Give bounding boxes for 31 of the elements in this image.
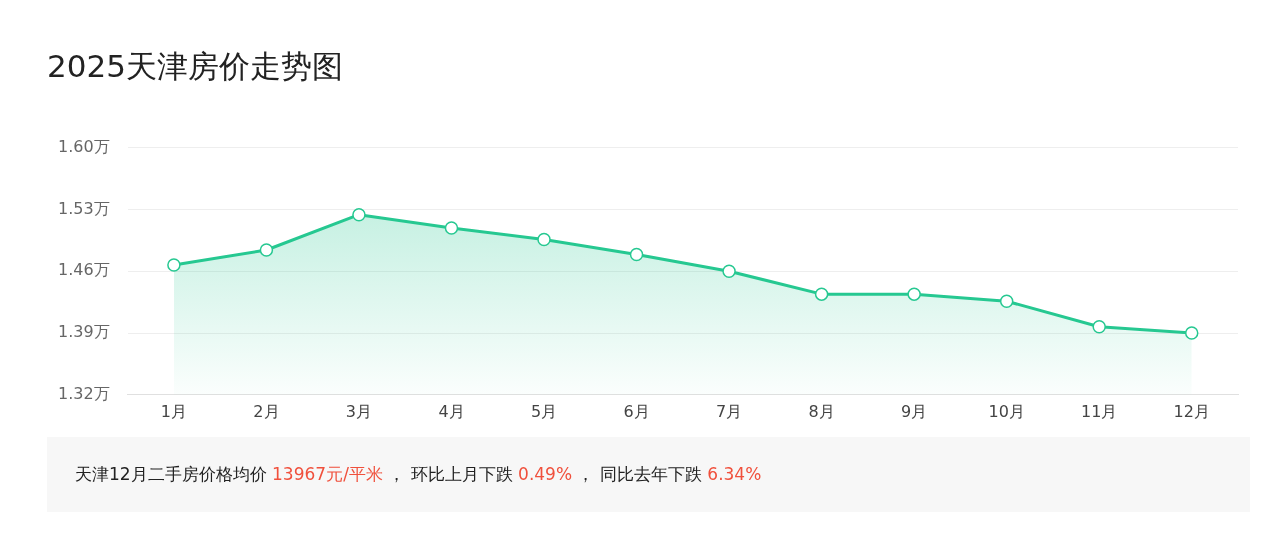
point bbox=[352, 207, 366, 222]
x-tick-label: 6月 bbox=[623, 401, 650, 421]
y-tick-label: 1.39万 bbox=[58, 322, 110, 342]
point bbox=[167, 258, 181, 272]
point bbox=[814, 287, 829, 301]
x-tick-label: 7月 bbox=[715, 401, 743, 421]
text: 天津12月二手房价格均价 13967元/平米 ， 环比上月下跌 0.49% ， 同比去年下跌 6.34% bbox=[75, 463, 763, 486]
x-tick-label: 10月 bbox=[988, 401, 1025, 421]
y-tick-label: 1.32万 bbox=[58, 383, 110, 403]
x-tick-label: 9月 bbox=[901, 401, 928, 421]
y-tick-label: 1.53万 bbox=[58, 198, 110, 218]
point bbox=[907, 287, 921, 301]
y-tick-label: 1.46万 bbox=[58, 260, 110, 280]
point bbox=[722, 264, 736, 278]
x-tick-label: 11月 bbox=[1081, 401, 1118, 421]
point bbox=[629, 247, 644, 262]
x-tick-label: 2月 bbox=[253, 401, 280, 421]
point bbox=[1184, 326, 1199, 340]
x-tick-label: 3月 bbox=[345, 401, 373, 421]
x-tick-label: 1月 bbox=[160, 401, 187, 421]
x-tick-label: 8月 bbox=[808, 401, 835, 421]
x-tick-label: 4月 bbox=[438, 401, 465, 421]
chart-title: 2025天津房价走势图 bbox=[47, 47, 343, 86]
point bbox=[444, 221, 459, 235]
y-tick-label: 1.60万 bbox=[58, 136, 110, 156]
point bbox=[1092, 320, 1106, 334]
point bbox=[999, 294, 1014, 308]
x-tick-label: 12月 bbox=[1173, 401, 1210, 421]
point bbox=[259, 243, 274, 257]
point bbox=[537, 232, 551, 247]
x-tick-label: 5月 bbox=[530, 401, 558, 421]
